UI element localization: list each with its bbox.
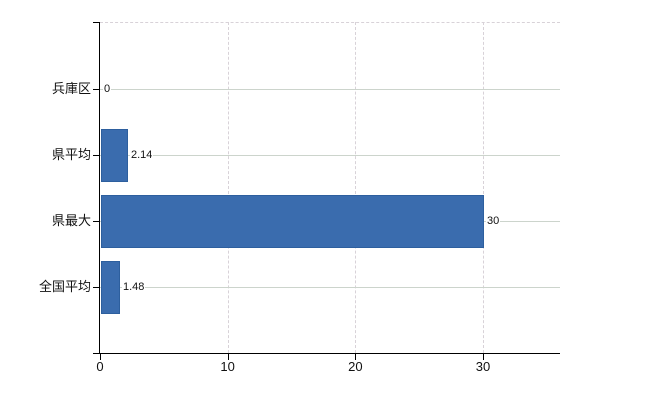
x-tick (483, 354, 484, 360)
y-axis-line (99, 22, 100, 354)
x-axis-line (99, 353, 560, 354)
v-gridline (227, 22, 229, 353)
x-tick (355, 354, 357, 360)
category-label: 県平均 (51, 147, 91, 162)
bar (101, 129, 128, 182)
category-label: 兵庫区 (51, 81, 91, 96)
category-label: 県最大 (51, 213, 91, 228)
y-tick (93, 89, 100, 90)
y-axis-end-tick (93, 22, 100, 23)
v-gridline (483, 22, 484, 353)
y-tick (93, 221, 100, 222)
x-tick (227, 354, 229, 360)
x-tick-label: 30 (475, 359, 491, 374)
value-label: 2.14 (130, 148, 154, 162)
bar (101, 261, 120, 314)
y-tick (93, 287, 100, 288)
value-label: 30 (486, 214, 501, 228)
category-label: 全国平均 (38, 279, 91, 294)
h-gridline (100, 89, 560, 90)
bar (101, 195, 484, 248)
x-tick-label: 10 (220, 359, 235, 374)
h-gridline (100, 287, 560, 288)
x-tick-label: 20 (348, 359, 363, 374)
x-tick-label: 0 (96, 359, 104, 374)
h-gridline (100, 155, 560, 156)
y-axis-end-tick (93, 353, 100, 354)
v-gridline (355, 22, 357, 353)
value-label: 0 (103, 82, 112, 96)
plot-top-border (100, 22, 560, 23)
y-tick (93, 155, 100, 156)
x-tick (100, 354, 101, 360)
value-label: 1.48 (122, 280, 146, 294)
